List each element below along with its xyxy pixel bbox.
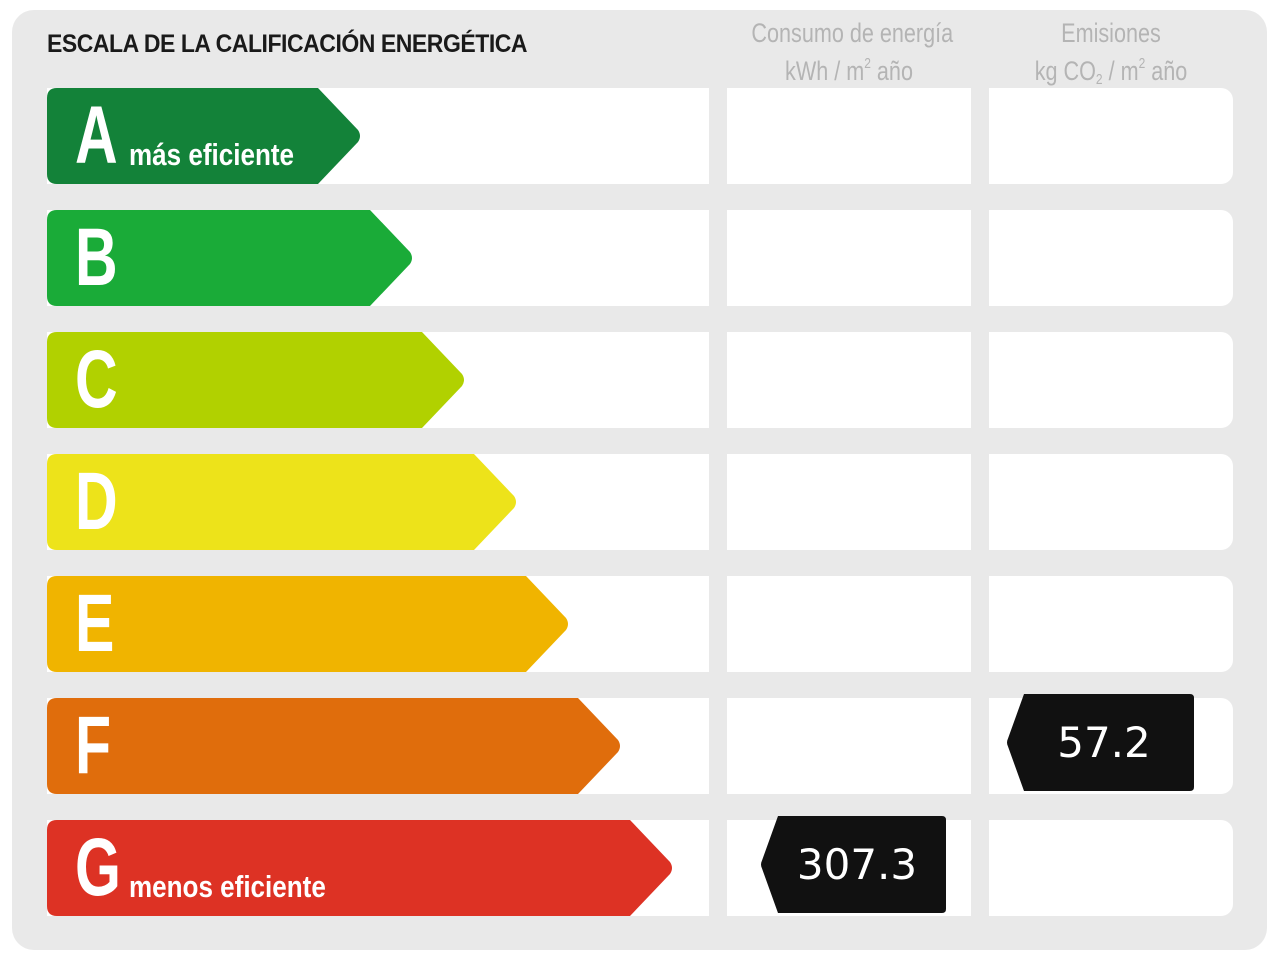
rating-arrow-shape [47, 698, 620, 794]
consumo-cell-e [727, 576, 971, 672]
emisiones-indicator-shape [1007, 694, 1194, 791]
rating-letter: B [75, 212, 118, 303]
rating-arrow-shape [47, 88, 360, 184]
consumo-cell-c [727, 332, 971, 428]
consumo-cell-a [727, 88, 971, 184]
rating-arrow-b: B [47, 210, 414, 306]
rating-arrow-d: D [47, 454, 518, 550]
rating-letter: A [75, 90, 118, 181]
consumo-cell-d [727, 454, 971, 550]
rating-letter: E [75, 578, 115, 669]
rating-arrow-shape [47, 576, 568, 672]
rating-arrow-shape [47, 210, 412, 306]
emisiones-header-line1: Emisiones [1061, 18, 1161, 48]
emisiones-cell-c [989, 332, 1233, 428]
consumo-cell-f [727, 698, 971, 794]
emisiones-value-indicator: 57.2 [1006, 694, 1194, 791]
rating-arrow-shape [47, 820, 672, 916]
rating-arrow-f: F [47, 698, 622, 794]
emisiones-header-unit: kg CO2 / m2 año [1034, 55, 1188, 88]
rating-letter: D [75, 456, 118, 547]
consumo-header-unit: kWh / m2 año [785, 55, 913, 86]
scale-title: ESCALA DE LA CALIFICACIÓN ENERGÉTICA [47, 30, 528, 58]
consumo-indicator-shape [761, 816, 946, 913]
rating-sublabel: más eficiente [129, 137, 295, 172]
rating-sublabel: menos eficiente [129, 869, 326, 904]
rating-arrow-c: C [47, 332, 466, 428]
emisiones-column-header: Emisiones kg CO2 / m2 año [1013, 14, 1208, 90]
emisiones-cell-d [989, 454, 1233, 550]
emisiones-cell-e [989, 576, 1233, 672]
consumo-value-indicator: 307.3 [760, 816, 946, 913]
rating-letter: F [75, 700, 112, 791]
consumo-header-line1: Consumo de energía [751, 18, 954, 48]
consumo-column-header: Consumo de energía kWh / m2 año [751, 14, 954, 90]
rating-letter: C [75, 334, 118, 425]
rating-arrow-shape [47, 332, 464, 428]
emisiones-cell-g [989, 820, 1233, 916]
rating-letter: G [75, 822, 121, 913]
rating-arrow-e: E [47, 576, 570, 672]
consumo-value: 307.3 [796, 840, 918, 889]
consumo-cell-b [727, 210, 971, 306]
rating-arrow-shape [47, 454, 516, 550]
emisiones-value: 57.2 [1057, 718, 1151, 767]
emisiones-cell-a [989, 88, 1233, 184]
emisiones-cell-b [989, 210, 1233, 306]
